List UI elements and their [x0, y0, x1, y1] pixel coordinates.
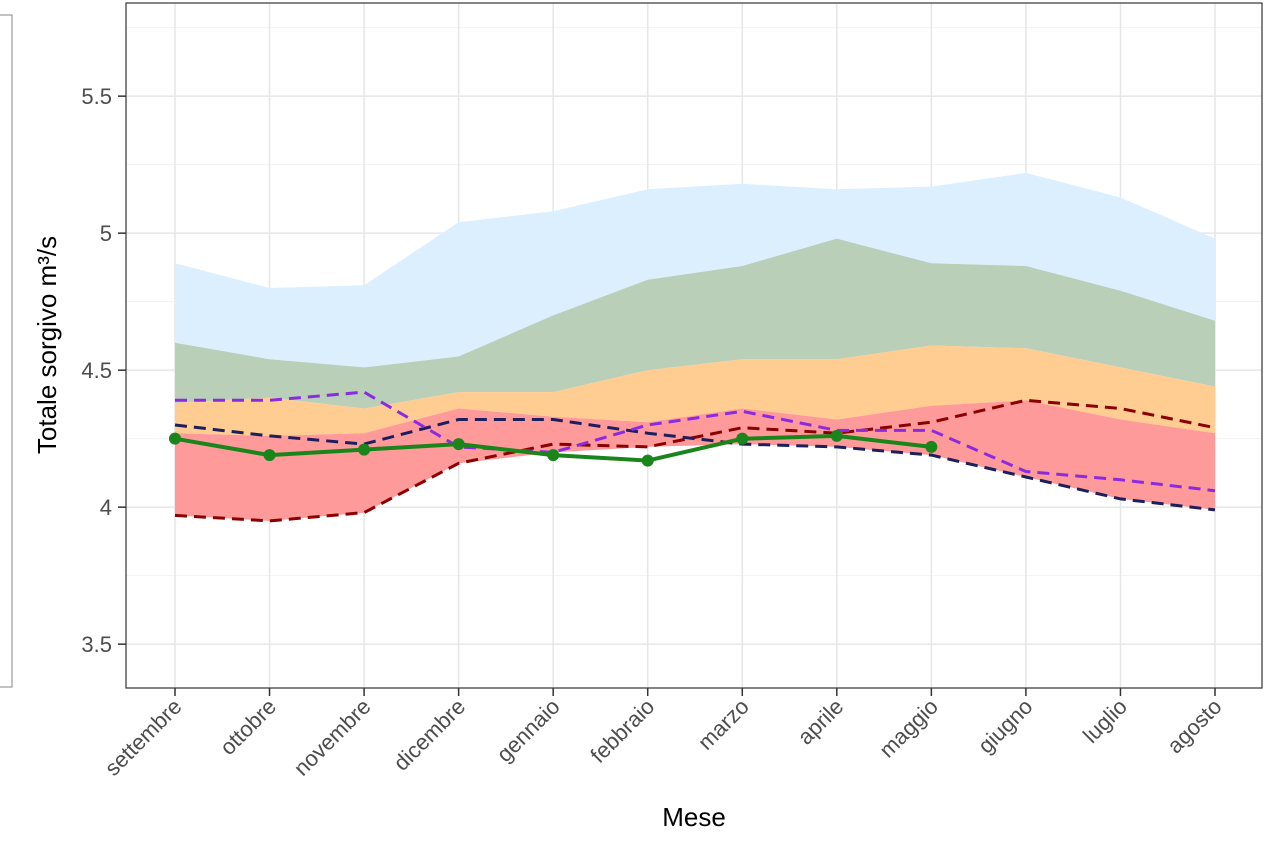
x-tick-label: aprile: [793, 694, 849, 750]
x-tick-label: maggio: [874, 694, 943, 763]
point: [452, 438, 465, 451]
band: [175, 400, 1215, 521]
series-line: [174, 418, 1216, 512]
point: [547, 449, 560, 462]
band: [175, 238, 1215, 409]
band: [175, 345, 1215, 436]
y-tick-label: 4.5: [81, 358, 112, 383]
y-tick-label: 4: [100, 495, 112, 520]
point: [358, 443, 371, 456]
x-tick-label: settembre: [100, 694, 187, 781]
x-tick-label: gennaio: [492, 694, 565, 767]
x-tick-label: luglio: [1078, 694, 1132, 748]
y-tick-label: 5: [100, 221, 112, 246]
x-tick-label: giugno: [973, 694, 1037, 758]
x-tick-label: marzo: [693, 694, 754, 755]
y-axis-title: Totale sorgivo m³/s: [32, 236, 62, 454]
y-tick-label: 3.5: [81, 632, 112, 657]
point: [830, 429, 843, 442]
x-tick-label: agosto: [1162, 694, 1226, 758]
x-tick-label: novembre: [289, 694, 376, 781]
y-tick-label: 5.5: [81, 84, 112, 109]
cut-off-panel: [0, 14, 13, 688]
plot-border: [125, 2, 1263, 689]
point: [925, 440, 938, 453]
x-tick-label: ottobre: [215, 694, 281, 760]
series-line: [175, 390, 1216, 493]
band: [175, 172, 1215, 368]
x-tick-label: dicembre: [389, 694, 471, 776]
point: [736, 432, 749, 445]
point: [641, 454, 654, 467]
x-axis-title: Mese: [662, 802, 726, 832]
x-tick-label: febbraio: [585, 694, 659, 768]
point: [169, 432, 181, 445]
series-line: [174, 398, 1216, 523]
point: [263, 449, 276, 462]
